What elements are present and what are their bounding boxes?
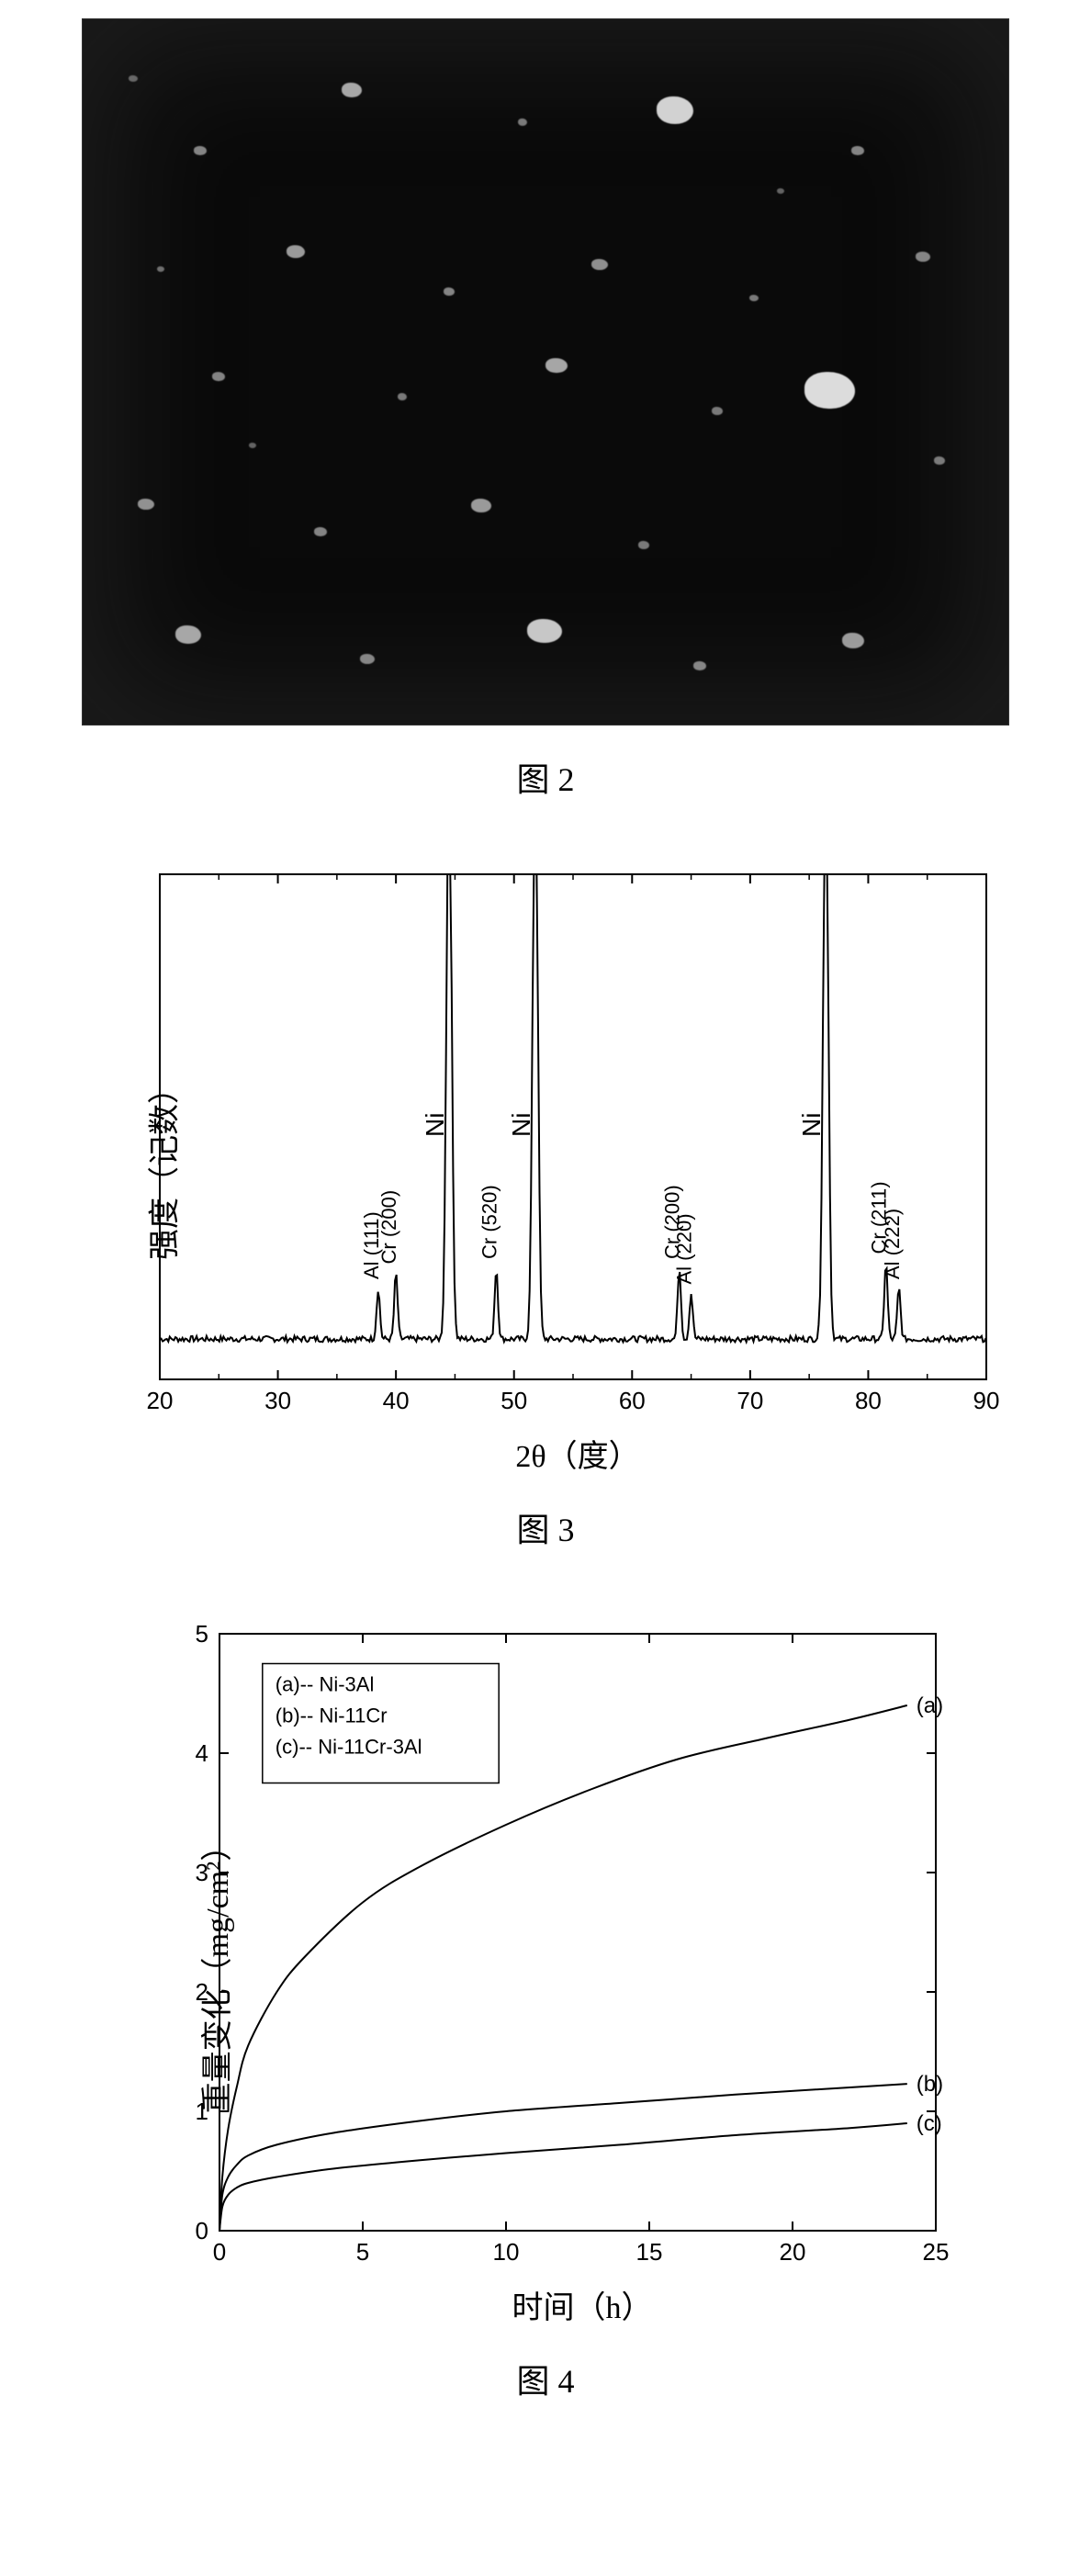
speck bbox=[194, 146, 207, 155]
speck bbox=[212, 372, 225, 381]
sem-image bbox=[82, 18, 1009, 726]
series-c bbox=[219, 2123, 907, 2231]
series-end-label: (c) bbox=[917, 2111, 942, 2136]
figure-4-caption: 图 4 bbox=[55, 2355, 1036, 2402]
speck bbox=[360, 654, 375, 664]
xtick-label: 90 bbox=[973, 1387, 1000, 1414]
figure-2: 图 2 bbox=[55, 18, 1036, 801]
speck bbox=[471, 499, 491, 512]
speck bbox=[129, 75, 138, 82]
peak-label: Cr (200) bbox=[377, 1190, 400, 1265]
speck bbox=[518, 118, 527, 126]
ytick-label: 0 bbox=[196, 2217, 208, 2244]
xtick-label: 15 bbox=[636, 2238, 663, 2266]
tga-chart: 0510152025012345(a)(b)(c)(a)-- Ni-3Al(b)… bbox=[164, 1615, 991, 2277]
xtick-label: 60 bbox=[619, 1387, 646, 1414]
figure-3-caption: 图 3 bbox=[55, 1503, 1036, 1551]
speck bbox=[916, 252, 930, 262]
speck bbox=[712, 407, 723, 415]
speck bbox=[693, 661, 706, 670]
speck bbox=[444, 287, 455, 296]
xtick-label: 25 bbox=[923, 2238, 950, 2266]
series-a bbox=[219, 1705, 907, 2231]
speck bbox=[314, 527, 327, 536]
series-end-label: (a) bbox=[917, 1693, 943, 1718]
speck bbox=[287, 245, 305, 258]
speck bbox=[546, 358, 568, 373]
series-end-label: (b) bbox=[917, 2072, 943, 2097]
peak-label-ni: Ni bbox=[507, 1113, 535, 1137]
speck bbox=[342, 83, 362, 97]
xrd-trace bbox=[160, 874, 986, 1342]
peak-label-ni: Ni bbox=[797, 1113, 826, 1137]
speck bbox=[249, 443, 256, 448]
xtick-label: 5 bbox=[356, 2238, 369, 2266]
xtick-label: 0 bbox=[213, 2238, 226, 2266]
fig3-ylabel: 强度（记数） bbox=[140, 1073, 185, 1260]
speck bbox=[175, 625, 201, 644]
peak-label-ni: Ni bbox=[421, 1113, 449, 1137]
xrd-chart: 2030405060708090Al (111)Cr (200)NiCr (52… bbox=[141, 856, 1005, 1425]
ytick-label: 4 bbox=[196, 1739, 208, 1767]
xtick-label: 30 bbox=[264, 1387, 291, 1414]
speck bbox=[398, 393, 407, 400]
xtick-label: 20 bbox=[780, 2238, 806, 2266]
speck bbox=[527, 619, 562, 643]
speck bbox=[934, 456, 945, 465]
series-b bbox=[219, 2084, 907, 2231]
figure-3: 强度（记数） 2030405060708090Al (111)Cr (200)N… bbox=[55, 856, 1036, 1551]
legend-item: (a)-- Ni-3Al bbox=[276, 1673, 375, 1696]
peak-label: Al (222) bbox=[881, 1209, 904, 1279]
speck bbox=[804, 372, 855, 409]
speck bbox=[777, 188, 784, 194]
legend-item: (b)-- Ni-11Cr bbox=[276, 1704, 388, 1727]
speck bbox=[138, 499, 154, 510]
xtick-label: 20 bbox=[147, 1387, 174, 1414]
xtick-label: 10 bbox=[493, 2238, 520, 2266]
speck bbox=[638, 541, 649, 549]
peak-label: Cr (520) bbox=[478, 1185, 501, 1259]
peak-label: Al (220) bbox=[673, 1213, 696, 1284]
xtick-label: 50 bbox=[501, 1387, 527, 1414]
figure-4: 重量变化（mg/cm²） 0510152025012345(a)(b)(c)(a… bbox=[55, 1615, 1036, 2402]
xtick-label: 40 bbox=[383, 1387, 410, 1414]
xtick-label: 80 bbox=[855, 1387, 882, 1414]
legend-item: (c)-- Ni-11Cr-3Al bbox=[276, 1736, 422, 1759]
speck bbox=[591, 259, 608, 270]
xtick-label: 70 bbox=[737, 1387, 763, 1414]
speck bbox=[842, 633, 864, 648]
speck bbox=[749, 295, 759, 301]
speck bbox=[157, 266, 164, 272]
ytick-label: 5 bbox=[196, 1620, 208, 1648]
figure-2-caption: 图 2 bbox=[55, 753, 1036, 801]
fig4-ylabel: 重量变化（mg/cm²） bbox=[192, 1829, 237, 2113]
speck bbox=[657, 96, 693, 124]
speck bbox=[851, 146, 864, 155]
fig4-xlabel: 时间（h） bbox=[164, 2282, 1000, 2327]
fig3-xlabel: 2θ（度） bbox=[141, 1431, 1014, 1476]
